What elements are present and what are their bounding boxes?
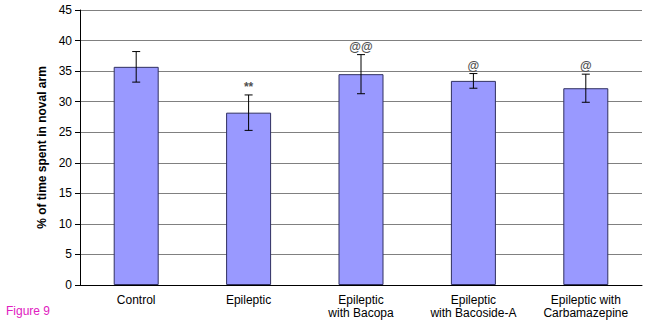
- svg-text:@: @: [468, 59, 480, 73]
- svg-text:@: @: [580, 59, 592, 73]
- svg-text:Control: Control: [117, 293, 156, 307]
- svg-text:Epileptic: Epileptic: [451, 293, 496, 307]
- svg-text:with Bacoside-A: with Bacoside-A: [429, 306, 516, 320]
- svg-text:10: 10: [59, 217, 73, 231]
- svg-text:45: 45: [59, 3, 73, 17]
- svg-text:0: 0: [65, 278, 72, 292]
- svg-text:5: 5: [65, 247, 72, 261]
- svg-text:20: 20: [59, 156, 73, 170]
- svg-text:35: 35: [59, 64, 73, 78]
- svg-text:Figure 9: Figure 9: [6, 304, 50, 318]
- svg-text:Epileptic: Epileptic: [338, 293, 383, 307]
- svg-text:15: 15: [59, 186, 73, 200]
- svg-text:Carbamazepine: Carbamazepine: [543, 306, 628, 320]
- svg-text:@@: @@: [349, 40, 372, 54]
- svg-text:Epileptic: Epileptic: [226, 293, 271, 307]
- svg-text:Epileptic with: Epileptic with: [551, 293, 621, 307]
- svg-text:% of time spent in noval arm: % of time spent in noval arm: [35, 66, 49, 229]
- svg-text:**: **: [244, 80, 254, 94]
- svg-text:40: 40: [59, 34, 73, 48]
- svg-text:with Bacopa: with Bacopa: [327, 306, 394, 320]
- svg-text:30: 30: [59, 95, 73, 109]
- svg-text:25: 25: [59, 125, 73, 139]
